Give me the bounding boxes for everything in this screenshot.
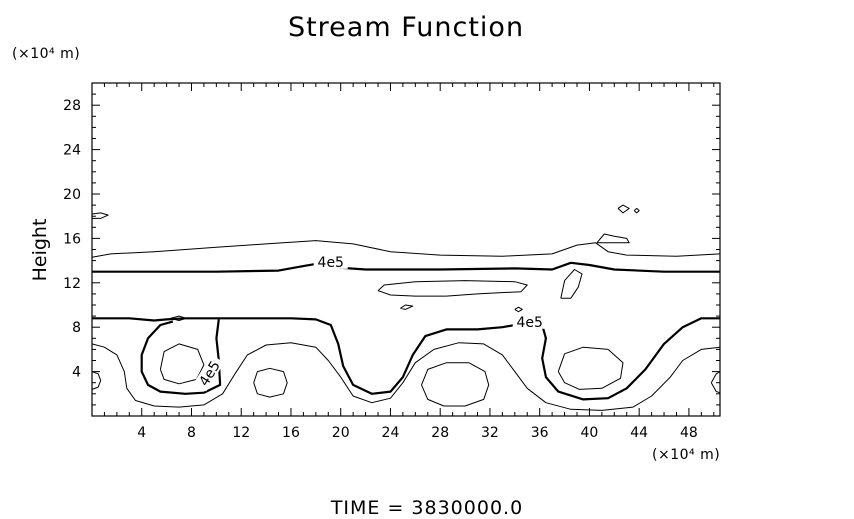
y-tick-label: 4 [72,365,81,381]
x-tick-label: 28 [431,425,449,441]
contour-label-bg [193,354,225,392]
x-axis-unit: (×10⁴ m) [652,447,721,463]
contour-line [91,371,102,390]
x-tick-label: 16 [282,425,300,441]
contour-label: 4e5 [318,255,344,271]
time-footer: TIME = 3830000.0 [330,497,524,519]
y-tick-label: 24 [63,143,81,159]
contour-label: 4e5 [517,315,543,331]
chart-title: Stream Function [287,12,525,43]
x-tick-label: 12 [232,425,250,441]
contour-line-thick [92,261,720,273]
x-tick-label: 24 [382,425,400,441]
contour-line [91,240,721,258]
x-tick-label: 48 [680,425,698,441]
y-tick-label: 16 [63,231,81,247]
x-tick-label: 44 [630,425,648,441]
x-tick-label: 8 [187,425,196,441]
contour-line [159,343,205,385]
contour-line [596,233,630,244]
plot-frame [91,82,721,417]
contour-line [710,371,721,394]
contour-line [91,342,721,411]
contour-line [633,207,640,214]
y-tick-label: 20 [63,187,81,203]
y-tick-label: 12 [63,276,81,292]
contour-label-bg [512,313,547,329]
x-tick-label: 20 [332,425,350,441]
contour-line [400,304,414,310]
contour-line [514,306,523,313]
contour-line [557,346,624,390]
contour-lines [91,204,721,411]
contour-line [91,212,109,219]
y-tick-label: 28 [63,98,81,114]
contour-line-thick [92,317,720,401]
contour-label-bg [313,253,348,269]
contour-line [617,204,630,214]
y-tick-label: 8 [72,320,81,336]
x-tick-label: 4 [137,425,146,441]
x-tick-label: 32 [481,425,499,441]
x-tick-label: 40 [581,425,599,441]
contour-line [253,367,288,398]
y-axis-unit: (×10⁴ m) [12,46,81,62]
contour-line [170,315,187,321]
x-tick-label: 36 [531,425,549,441]
y-axis-label: Height [29,218,51,282]
contour-line [377,280,528,297]
contour-line [560,269,583,299]
contour-line [421,362,490,407]
